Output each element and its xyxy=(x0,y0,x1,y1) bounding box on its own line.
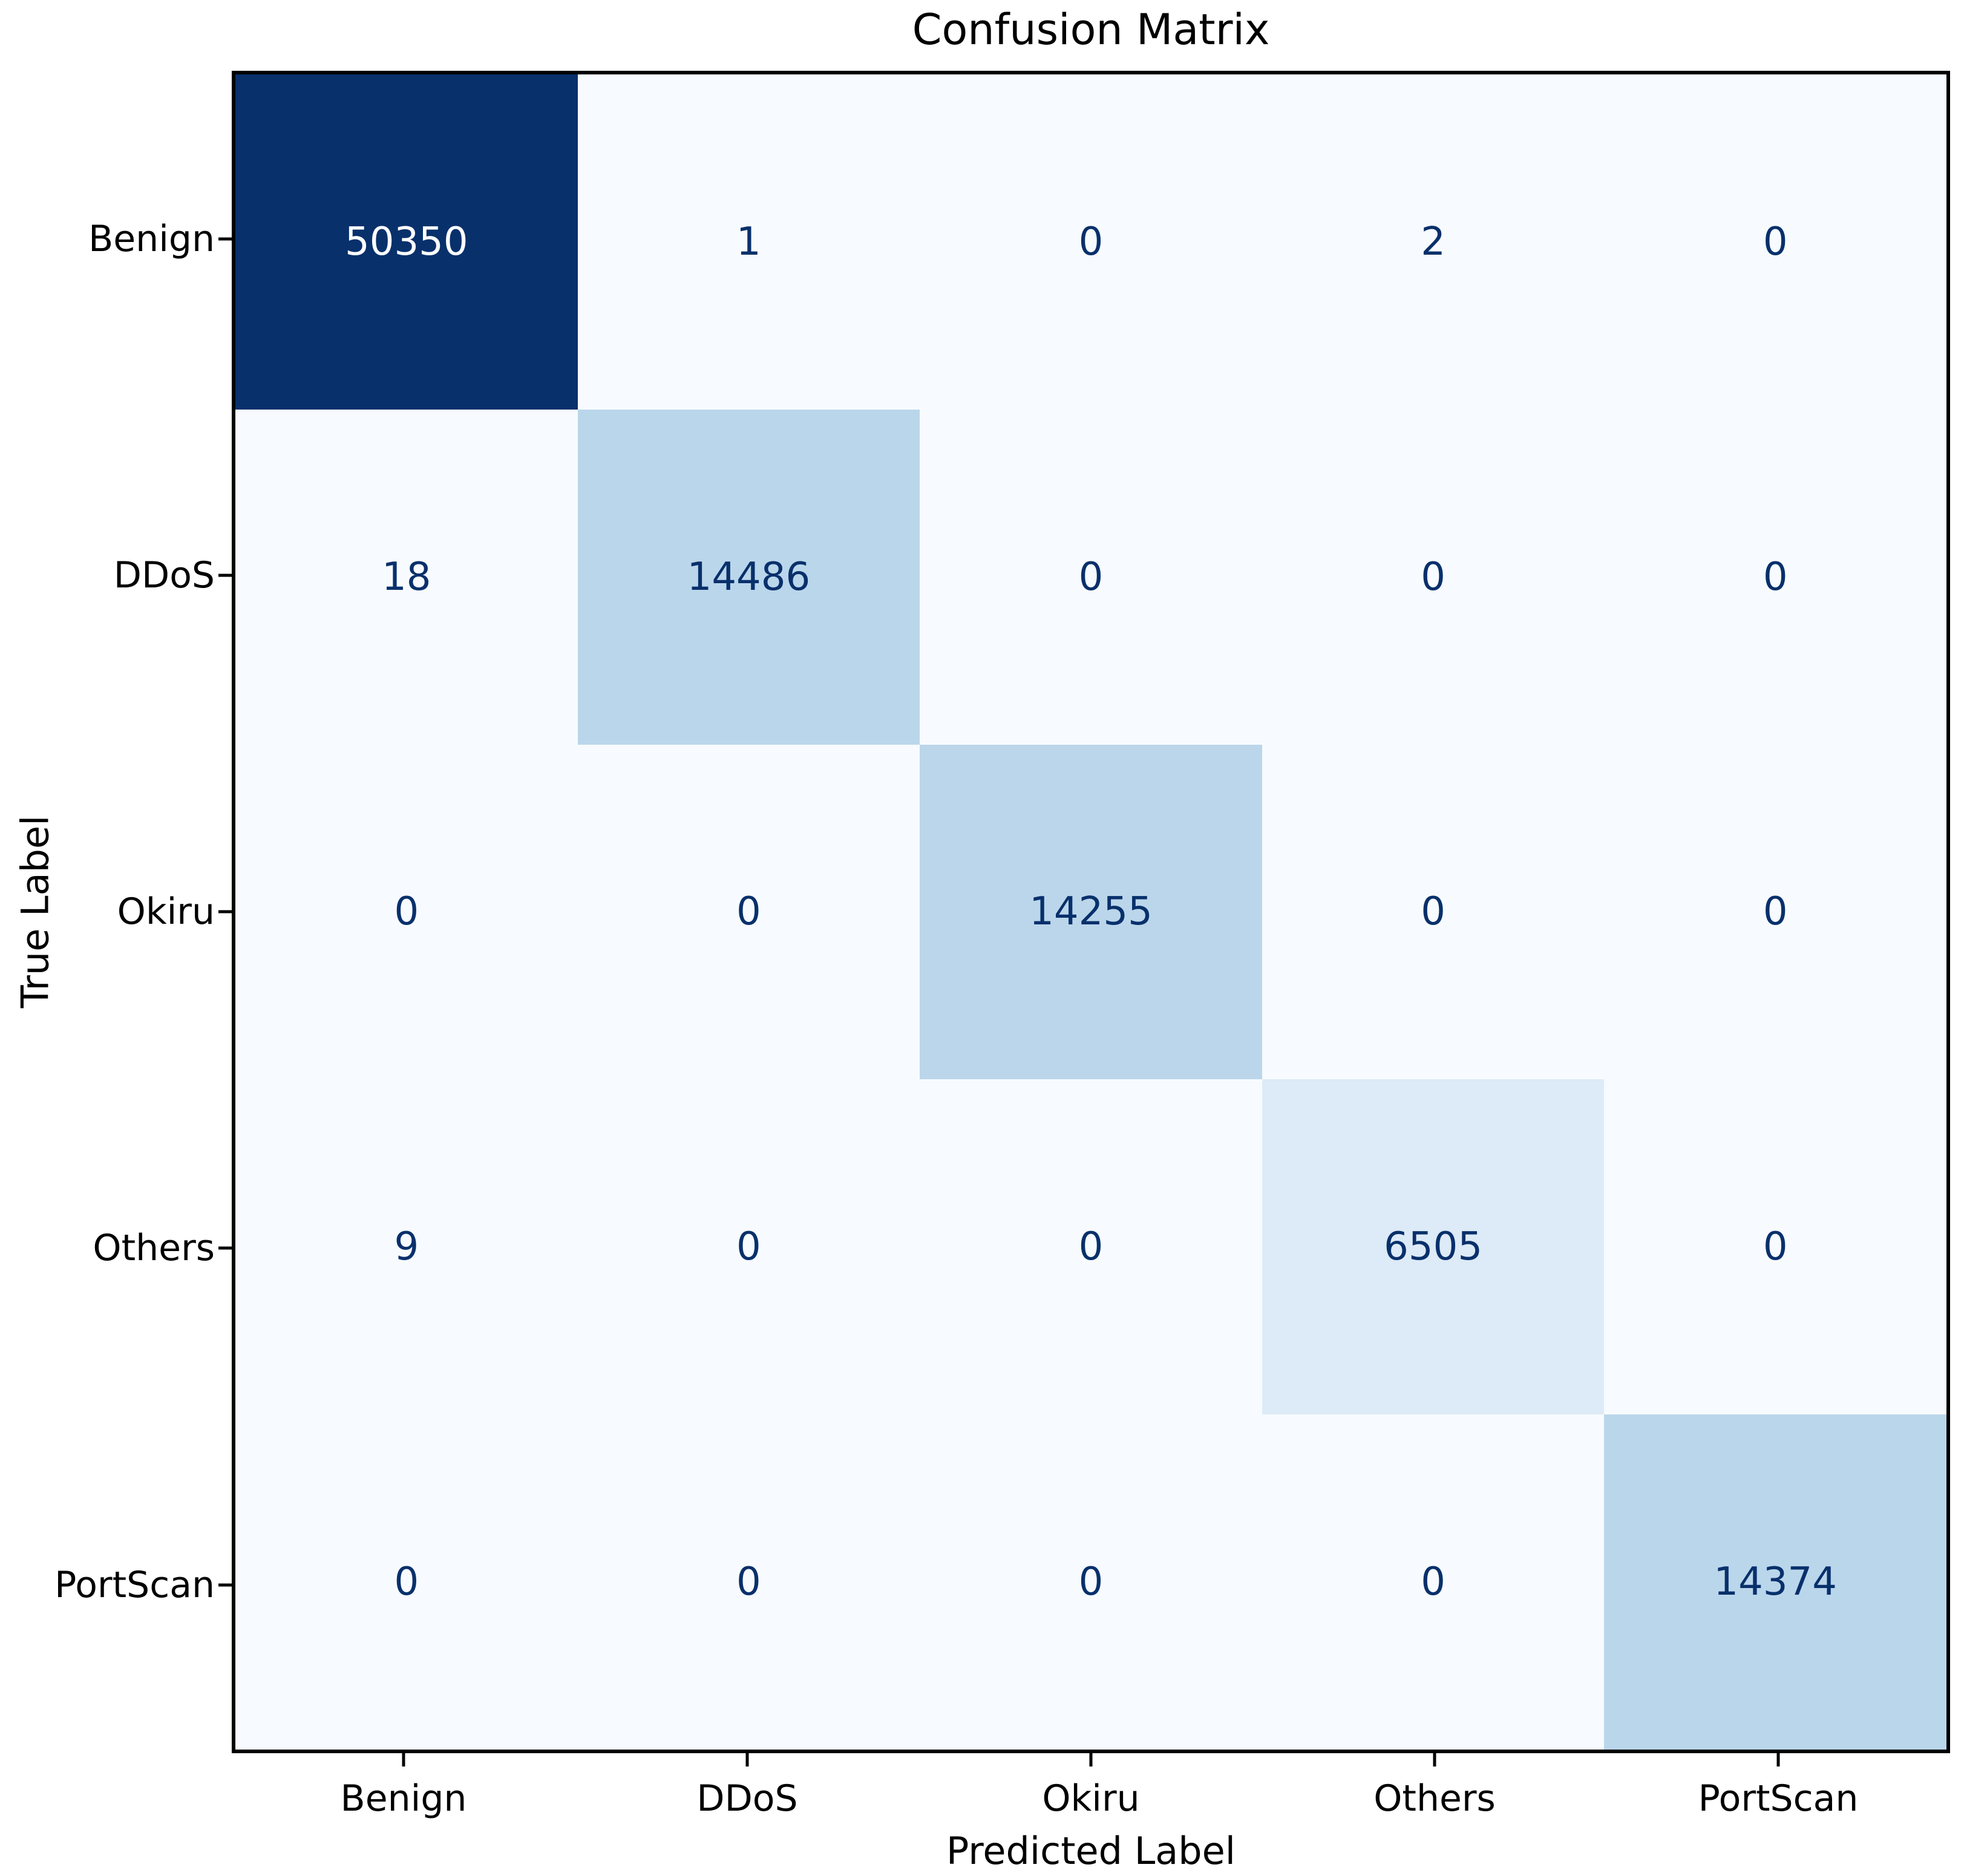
matrix-cell: 0 xyxy=(1604,409,1946,745)
matrix-cell: 18 xyxy=(235,409,578,745)
x-tick-label-others: Others xyxy=(1373,1777,1496,1820)
matrix-cell: 6505 xyxy=(1262,1079,1605,1415)
x-tick-mark xyxy=(402,1753,405,1767)
x-axis-title: Predicted Label xyxy=(946,1829,1236,1873)
y-tick-mark xyxy=(218,237,232,241)
matrix-cell: 14255 xyxy=(920,744,1262,1080)
x-tick-label-ddos: DDoS xyxy=(696,1777,798,1820)
chart-title: Confusion Matrix xyxy=(912,5,1270,54)
y-axis-title: True Label xyxy=(13,815,57,1008)
matrix-cell: 0 xyxy=(577,1414,920,1750)
y-tick-label-okiru: Okiru xyxy=(117,891,215,933)
matrix-cell: 0 xyxy=(1262,1414,1605,1750)
x-tick-mark xyxy=(745,1753,749,1767)
matrix-cell: 0 xyxy=(920,1414,1262,1750)
y-tick-mark xyxy=(218,1583,232,1587)
matrix-cell: 0 xyxy=(577,744,920,1080)
x-tick-mark xyxy=(1433,1753,1436,1767)
matrix-cell: 0 xyxy=(1604,74,1946,410)
matrix-cell: 0 xyxy=(577,1079,920,1415)
matrix-cell: 0 xyxy=(1262,744,1605,1080)
y-tick-label-others: Others xyxy=(93,1227,215,1269)
x-tick-mark xyxy=(1776,1753,1780,1767)
y-tick-mark xyxy=(218,1246,232,1250)
x-tick-label-benign: Benign xyxy=(340,1777,467,1820)
matrix-cell: 14374 xyxy=(1604,1414,1946,1750)
matrix-cell: 0 xyxy=(235,744,578,1080)
matrix-cell: 0 xyxy=(920,1079,1262,1415)
matrix-cell: 1 xyxy=(577,74,920,410)
matrix-cell: 9 xyxy=(235,1079,578,1415)
matrix-cell: 0 xyxy=(920,74,1262,410)
matrix-cell: 0 xyxy=(1604,744,1946,1080)
y-tick-mark xyxy=(218,574,232,577)
x-tick-label-okiru: Okiru xyxy=(1042,1777,1140,1820)
matrix-cell: 0 xyxy=(235,1414,578,1750)
heatmap-plot-area: 50350 1 0 2 0 18 14486 0 0 0 0 0 14255 0… xyxy=(232,71,1950,1753)
matrix-cell: 0 xyxy=(1262,409,1605,745)
matrix-cell: 0 xyxy=(1604,1079,1946,1415)
matrix-cell: 0 xyxy=(920,409,1262,745)
y-tick-mark xyxy=(218,910,232,913)
y-tick-label-benign: Benign xyxy=(88,218,215,260)
matrix-cell: 50350 xyxy=(235,74,578,410)
matrix-cell: 14486 xyxy=(577,409,920,745)
matrix-cell: 2 xyxy=(1262,74,1605,410)
y-tick-label-ddos: DDoS xyxy=(113,554,215,596)
x-tick-mark xyxy=(1089,1753,1093,1767)
x-tick-label-portscan: PortScan xyxy=(1698,1777,1859,1820)
y-tick-label-portscan: PortScan xyxy=(54,1564,215,1606)
